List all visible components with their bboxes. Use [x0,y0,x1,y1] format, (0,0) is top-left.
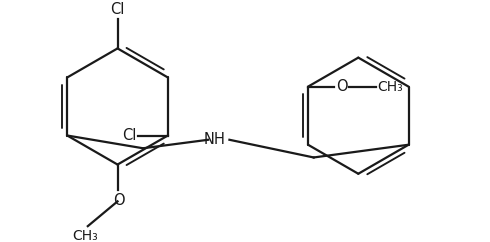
Text: CH₃: CH₃ [377,80,403,94]
Text: Cl: Cl [122,128,137,143]
Text: O: O [336,79,348,94]
Text: N: N [203,132,214,147]
Text: O: O [113,193,125,208]
Text: CH₃: CH₃ [72,229,98,242]
Text: H: H [213,132,224,147]
Text: Cl: Cl [110,2,125,17]
